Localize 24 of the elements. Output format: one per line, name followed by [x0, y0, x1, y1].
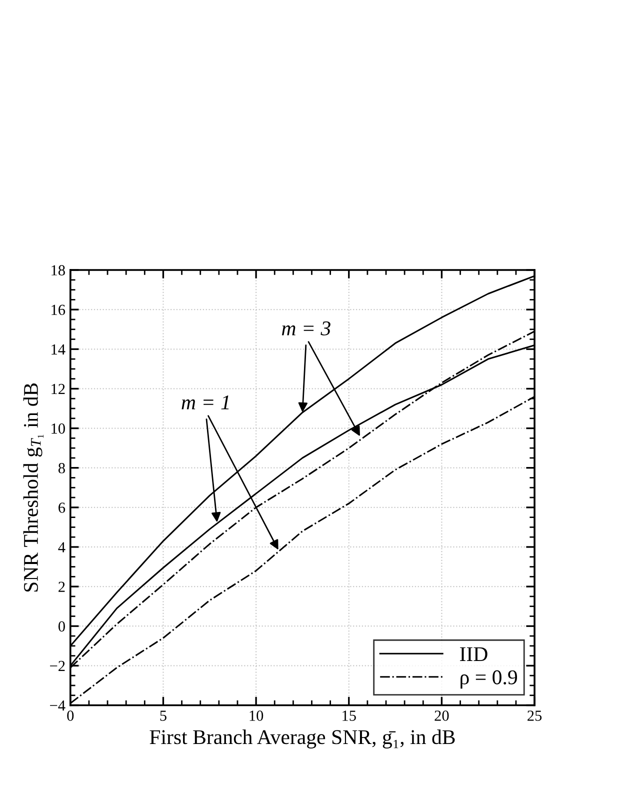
legend-label: IID — [460, 647, 488, 661]
x-tick-label: 25 — [528, 710, 542, 721]
y-tick-label: 12 — [52, 384, 65, 394]
y-tick-label: 16 — [52, 304, 66, 316]
y-tick-label: 2 — [58, 582, 65, 592]
x-axis-title: First Branch Average SNR, ḡ₁, in dB — [150, 730, 455, 748]
y-axis-title: SNR Threshold g$_{T₁}$ in dB — [23, 383, 44, 592]
y-tick-label: −4 — [50, 700, 66, 711]
x-tick-label: 15 — [342, 710, 356, 721]
x-tick-label: 20 — [434, 710, 449, 721]
annotation: m = 1 — [182, 395, 229, 410]
y-tick-label: 0 — [58, 621, 65, 632]
y-tick-label: 6 — [58, 502, 66, 513]
y-tick-label: 14 — [52, 344, 66, 354]
y-tick-label: 18 — [52, 265, 65, 276]
annotation: m = 3 — [282, 321, 330, 336]
legend-label: ρ = 0.9 — [460, 670, 518, 689]
x-tick-label: 0 — [67, 710, 74, 721]
y-tick-label: 8 — [58, 462, 65, 474]
x-tick-label: 5 — [160, 710, 166, 721]
y-tick-label: 10 — [52, 423, 65, 434]
y-tick-label: 4 — [58, 542, 66, 552]
x-tick-label: 10 — [250, 710, 264, 721]
y-tick-label: −2 — [50, 660, 65, 671]
